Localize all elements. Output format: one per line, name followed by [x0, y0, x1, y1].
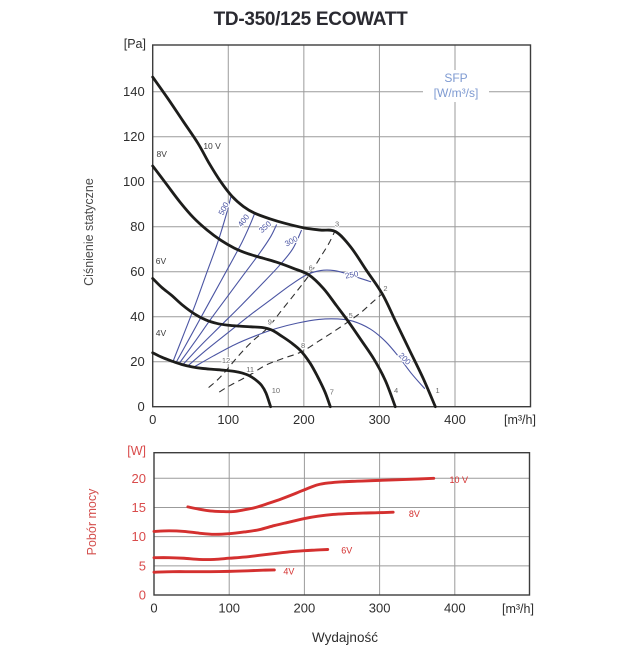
sfp-curve-label-300: 300 — [283, 234, 300, 249]
power-curve-10-v — [186, 476, 436, 514]
y-tick-label: 80 — [130, 219, 144, 234]
operating-point-11: 11 — [246, 365, 254, 374]
x-tick-label: 300 — [369, 601, 391, 616]
operating-point-4: 4 — [394, 386, 398, 395]
flow-axis-title: Wydajność — [312, 630, 378, 645]
sfp-legend: SFP [W/m³/s] — [423, 70, 489, 102]
power-curve-label-10-v: 10 V — [450, 475, 469, 485]
operating-point-6: 6 — [309, 264, 313, 273]
y-tick-label: 140 — [123, 84, 145, 99]
y-tick-label: 0 — [139, 588, 146, 603]
x-tick-label: 100 — [218, 601, 240, 616]
pressure-chart-frame — [151, 44, 532, 408]
x-tick-label: 200 — [293, 412, 315, 427]
power-curve-label-8v: 8V — [409, 509, 420, 519]
y-tick-label: 20 — [132, 471, 146, 486]
x-tick-label: 400 — [444, 412, 466, 427]
operating-point-8: 8 — [301, 341, 305, 350]
flow-axis-unit-bottom: [m³/h] — [502, 602, 534, 616]
fan-curve-label-4v: 4V — [156, 328, 167, 338]
power-curve-4v — [152, 568, 276, 574]
x-tick-label: 0 — [149, 412, 156, 427]
operating-point-5: 5 — [349, 311, 353, 320]
pressure-axis-unit: [Pa] — [123, 37, 146, 51]
fan-curve-4v — [151, 351, 272, 409]
fan-curve-label-8v: 8V — [156, 149, 167, 159]
fan-curve-10-v — [151, 75, 437, 409]
sfp-legend-line2: [W/m³/s] — [433, 86, 479, 100]
y-tick-label: 40 — [130, 309, 144, 324]
power-curve-label-4v: 4V — [283, 567, 294, 577]
fan-curve-label-6v: 6V — [156, 256, 167, 266]
x-tick-label: 0 — [150, 601, 157, 616]
fan-curve-label-10-v: 10 V — [203, 141, 221, 151]
fan-curve-8v — [151, 164, 397, 409]
sfp-curve-250 — [187, 269, 372, 367]
power-chart-frame — [153, 452, 531, 596]
sfp-legend-line1: SFP — [444, 71, 468, 85]
sfp-curve-300 — [182, 229, 303, 365]
y-tick-label: 100 — [123, 174, 145, 189]
power-axis-unit: [W] — [127, 444, 146, 458]
y-tick-label: 5 — [139, 558, 146, 573]
operating-point-2: 2 — [383, 284, 387, 293]
y-tick-label: 0 — [137, 399, 144, 414]
operating-point-1: 1 — [436, 386, 440, 395]
operating-point-10: 10 — [272, 386, 280, 395]
power-curve-label-6v: 6V — [341, 546, 352, 556]
operating-point-3: 3 — [335, 220, 339, 229]
power-curve-8v — [152, 510, 395, 536]
x-tick-label: 400 — [444, 601, 466, 616]
operating-point-9: 9 — [268, 318, 272, 327]
y-tick-label: 10 — [132, 529, 146, 544]
sfp-curve-500 — [172, 195, 232, 362]
pressure-chart-tick-labels: 0 20 40 60 80 100 120 140 0 100 200 300 400 — [123, 84, 466, 427]
y-tick-label: 15 — [132, 500, 146, 515]
fan-curve-6v — [151, 277, 332, 409]
x-tick-label: 100 — [217, 412, 239, 427]
sfp-curve-200 — [193, 318, 426, 390]
x-tick-label: 300 — [369, 412, 391, 427]
operating-point-7: 7 — [330, 387, 334, 396]
page-title: TD-350/125 ECOWATT — [213, 9, 408, 30]
flow-axis-unit-top: [m³/h] — [504, 413, 536, 427]
y-tick-label: 120 — [123, 129, 145, 144]
operating-point-12: 12 — [222, 356, 230, 365]
sfp-curve-350 — [178, 224, 278, 364]
sfp-curve-label-350: 350 — [257, 219, 273, 235]
y-tick-label: 20 — [130, 354, 144, 369]
y-tick-label: 60 — [130, 264, 144, 279]
x-tick-label: 200 — [294, 601, 316, 616]
power-chart-grid — [154, 452, 530, 595]
sfp-curve-label-250: 250 — [344, 269, 359, 280]
sfp-curve-400 — [175, 212, 256, 363]
power-curve-6v — [152, 548, 330, 562]
